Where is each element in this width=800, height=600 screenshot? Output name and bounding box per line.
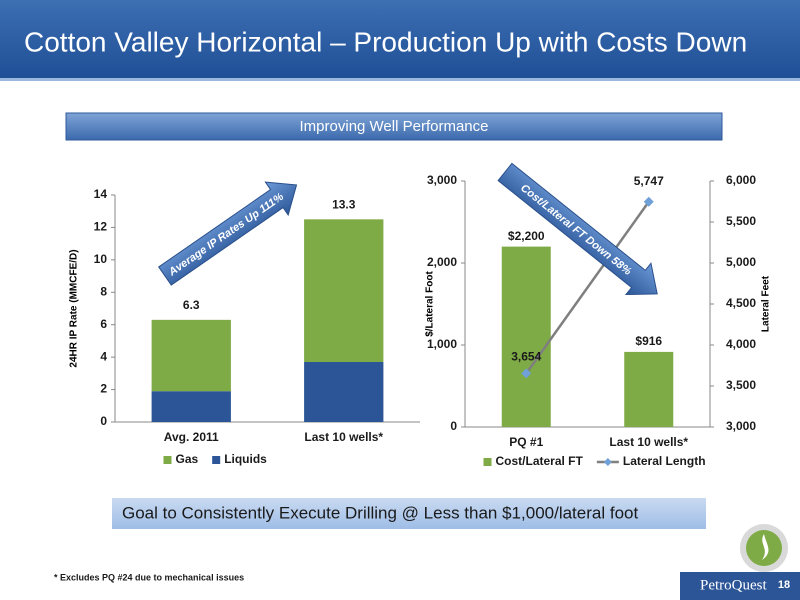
bar	[304, 219, 384, 363]
header-bar	[0, 0, 800, 78]
logo	[746, 530, 782, 566]
marker	[643, 196, 654, 207]
x-tick-label: Avg. 2011	[164, 430, 219, 444]
y-tick-label: 14	[94, 187, 108, 201]
arrow-shape	[158, 181, 298, 286]
line	[525, 201, 650, 375]
bar	[501, 246, 551, 427]
y-tick-label: 2,000	[427, 255, 457, 269]
brand-strip	[680, 572, 800, 600]
y2-axis-title: Lateral Feet	[761, 275, 772, 332]
goal-box	[112, 498, 706, 529]
bar	[304, 362, 384, 422]
y2-tick-label: 4,000	[726, 337, 756, 351]
y-tick-label: 8	[100, 284, 107, 298]
brand: PetroQuest	[700, 577, 767, 593]
legend-label: Lateral Length	[623, 454, 706, 468]
legend-label: Gas	[176, 452, 199, 466]
data-label: $2,200	[508, 229, 545, 243]
legend-swatch	[212, 456, 221, 464]
goal-text: Goal to Consistently Execute Drilling @ …	[122, 503, 638, 522]
x-tick-label: Last 10 wells*	[609, 435, 688, 449]
y2-tick-label: 6,000	[726, 173, 756, 187]
marker	[521, 368, 532, 379]
y2-tick-label: 5,500	[726, 214, 756, 228]
x-tick-label: Last 10 wells*	[304, 430, 383, 444]
y2-tick-label: 3,000	[726, 419, 756, 433]
bar	[151, 319, 231, 392]
bar	[151, 391, 231, 422]
y-tick-label: 0	[100, 414, 107, 428]
header-rule	[0, 78, 800, 81]
legend-swatch	[163, 456, 172, 464]
legend-label: Cost/Lateral FT	[496, 454, 584, 468]
banner-text: Improving Well Performance	[300, 118, 489, 135]
y2-tick-label: 5,000	[726, 255, 756, 269]
arrow-shape	[497, 162, 658, 296]
y2-tick-label: 4,500	[726, 296, 756, 310]
legend-swatch	[483, 458, 492, 466]
y-tick-label: 12	[94, 220, 108, 234]
slide-title: Cotton Valley Horizontal – Production Up…	[24, 26, 747, 57]
data-label: $916	[635, 334, 662, 348]
y-axis-title: 24HR IP Rate (MMCFE/D)	[69, 249, 80, 367]
y2-tick-label: 3,500	[726, 378, 756, 392]
bar	[624, 351, 674, 427]
y-tick-label: 10	[94, 252, 108, 266]
legend-label: Liquids	[224, 452, 267, 466]
y-tick-label: 2	[100, 382, 107, 396]
data-label: 3,654	[511, 350, 541, 364]
y-tick-label: 1,000	[427, 337, 457, 351]
data-label: 5,747	[634, 174, 664, 188]
y-tick-label: 3,000	[427, 173, 457, 187]
logo-flame	[762, 534, 769, 560]
total-label: 6.3	[183, 298, 200, 312]
total-label: 13.3	[332, 197, 356, 211]
legend-marker	[603, 458, 612, 466]
y-tick-label: 4	[100, 349, 107, 363]
x-tick-label: PQ #1	[509, 435, 543, 449]
y-tick-label: 6	[100, 317, 107, 331]
footnote: * Excludes PQ #24 due to mechanical issu…	[54, 572, 244, 582]
y-axis-title: $/Lateral Foot	[425, 271, 436, 337]
banner	[65, 112, 723, 141]
y-tick-label: 0	[450, 419, 457, 433]
page-number: 18	[778, 579, 790, 591]
